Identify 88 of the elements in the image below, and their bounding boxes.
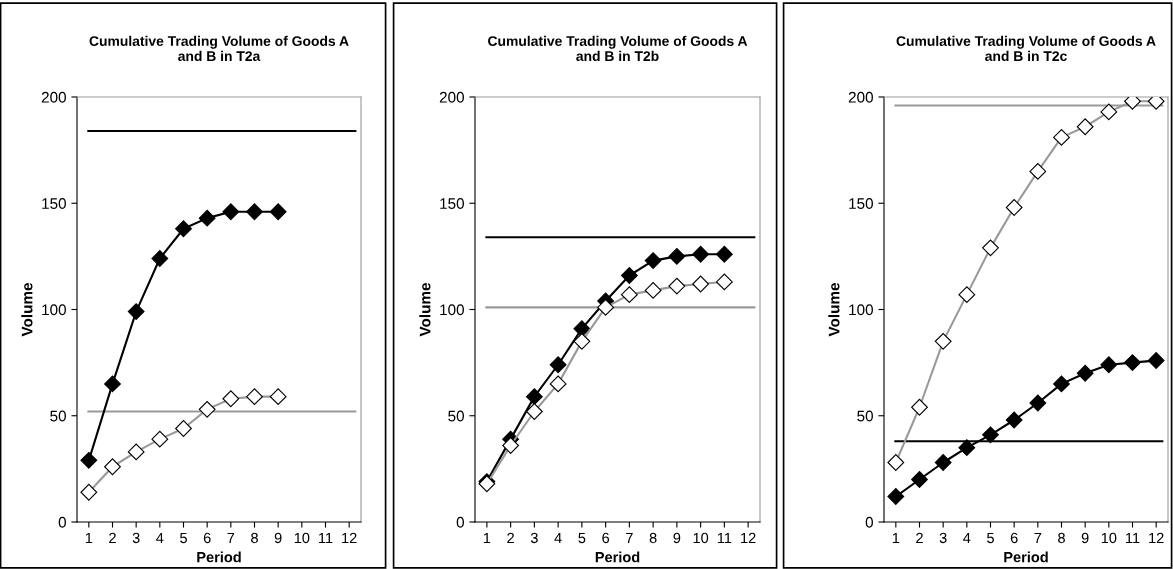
y-tick-label: 100 <box>440 304 464 316</box>
point <box>1147 352 1165 369</box>
point <box>549 356 567 374</box>
y-tick-label: 50 <box>448 410 464 422</box>
x-tick-label: 6 <box>1010 532 1018 544</box>
y-tick-label: 150 <box>440 198 464 209</box>
x-tick-label: 8 <box>251 532 258 544</box>
y-axis-title: Volume <box>828 282 840 337</box>
y-tick-label: 200 <box>41 91 66 103</box>
point <box>715 245 733 263</box>
x-tick-label: 9 <box>274 532 282 544</box>
x-tick-label: 10 <box>294 532 310 544</box>
x-tick-label: 2 <box>507 532 514 543</box>
x-tick-label: 12 <box>1149 532 1164 543</box>
x-tick-label: 3 <box>939 532 947 544</box>
x-tick-label: 4 <box>963 532 971 543</box>
x-axis-title: Period <box>197 551 241 563</box>
y-tick-label: 200 <box>848 91 873 103</box>
y-tick-label: 100 <box>42 304 66 316</box>
x-axis-title: Period <box>1004 551 1048 563</box>
point <box>1100 356 1118 374</box>
chart-title: Cumulative Trading Volume of Goods A and B in T2b <box>488 35 748 62</box>
y-tick-label: 200 <box>439 91 464 103</box>
point <box>982 426 999 444</box>
point <box>525 388 543 406</box>
point <box>1053 375 1070 393</box>
point <box>1005 411 1023 429</box>
y-tick-label: 50 <box>50 410 66 422</box>
x-tick-label: 9 <box>673 532 681 544</box>
y-axis-title: Volume <box>419 282 431 337</box>
x-tick-label: 6 <box>203 532 211 544</box>
x-tick-label: 1 <box>892 532 900 543</box>
x-tick-label: 7 <box>626 532 633 543</box>
point <box>644 252 662 270</box>
x-tick-label: 5 <box>180 532 187 544</box>
x-tick-label: 1 <box>85 532 93 543</box>
x-tick-label: 5 <box>578 532 586 544</box>
point <box>1076 364 1094 382</box>
point <box>692 245 710 263</box>
x-tick-label: 9 <box>1081 532 1089 544</box>
y-axis-title: Volume <box>21 282 33 337</box>
x-tick-label: 8 <box>649 532 657 544</box>
x-tick-label: 4 <box>554 532 562 543</box>
x-tick-label: 11 <box>717 532 732 543</box>
x-tick-label: 10 <box>1101 532 1117 544</box>
x-tick-label: 12 <box>342 532 357 543</box>
point <box>269 203 287 221</box>
point <box>175 220 192 238</box>
point <box>1124 354 1141 372</box>
point <box>1029 394 1047 412</box>
x-axis-title: Period <box>595 551 640 563</box>
point <box>887 488 905 505</box>
y-tick-label: 50 <box>857 410 873 422</box>
x-tick-label: 7 <box>227 532 235 543</box>
point <box>80 451 98 469</box>
y-tick-label: 0 <box>58 516 66 528</box>
point <box>958 439 976 457</box>
x-tick-label: 5 <box>987 532 994 544</box>
x-tick-label: 11 <box>1126 532 1140 543</box>
point <box>151 250 169 267</box>
x-tick-label: 10 <box>693 532 709 544</box>
point <box>911 471 928 488</box>
x-tick-label: 3 <box>530 532 538 544</box>
chart-title: Cumulative Trading Volume of Goods A and B in T2c <box>896 35 1156 62</box>
point <box>127 303 145 321</box>
point <box>198 209 216 227</box>
y-tick-label: 0 <box>456 516 464 528</box>
x-tick-label: 7 <box>1034 532 1042 543</box>
x-tick-label: 11 <box>319 532 333 543</box>
y-tick-label: 150 <box>42 198 66 209</box>
y-tick-label: 0 <box>865 516 873 528</box>
x-tick-label: 8 <box>1058 532 1065 544</box>
x-tick-label: 12 <box>741 532 756 543</box>
chart-title: Cumulative Trading Volume of Goods A and B in T2a <box>89 35 349 62</box>
point <box>620 267 638 284</box>
x-tick-label: 6 <box>602 532 610 544</box>
point <box>668 247 686 265</box>
point <box>934 454 952 471</box>
x-tick-label: 4 <box>156 532 164 543</box>
y-tick-label: 150 <box>849 198 873 209</box>
point <box>104 375 121 393</box>
x-tick-label: 3 <box>132 532 140 544</box>
point <box>246 203 263 221</box>
x-tick-label: 2 <box>109 532 116 543</box>
x-tick-label: 1 <box>483 532 491 543</box>
point <box>222 203 240 221</box>
x-tick-label: 2 <box>916 532 923 543</box>
y-tick-label: 100 <box>849 304 873 316</box>
